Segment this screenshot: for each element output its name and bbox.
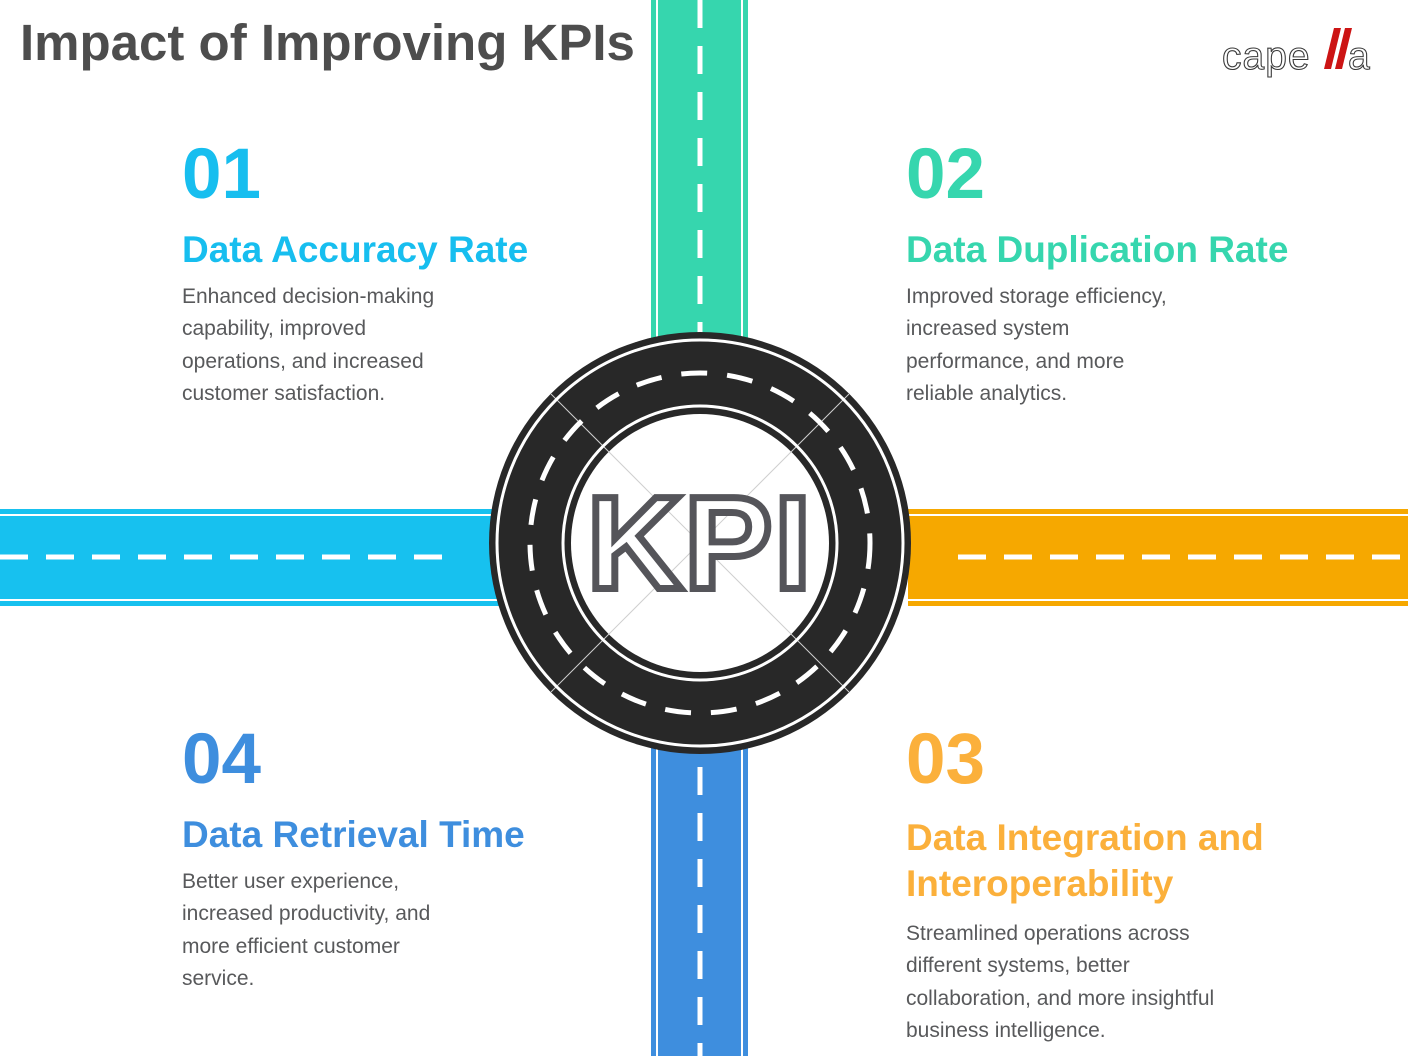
svg-text:cape: cape (1222, 35, 1311, 78)
svg-text:a: a (1348, 35, 1370, 78)
